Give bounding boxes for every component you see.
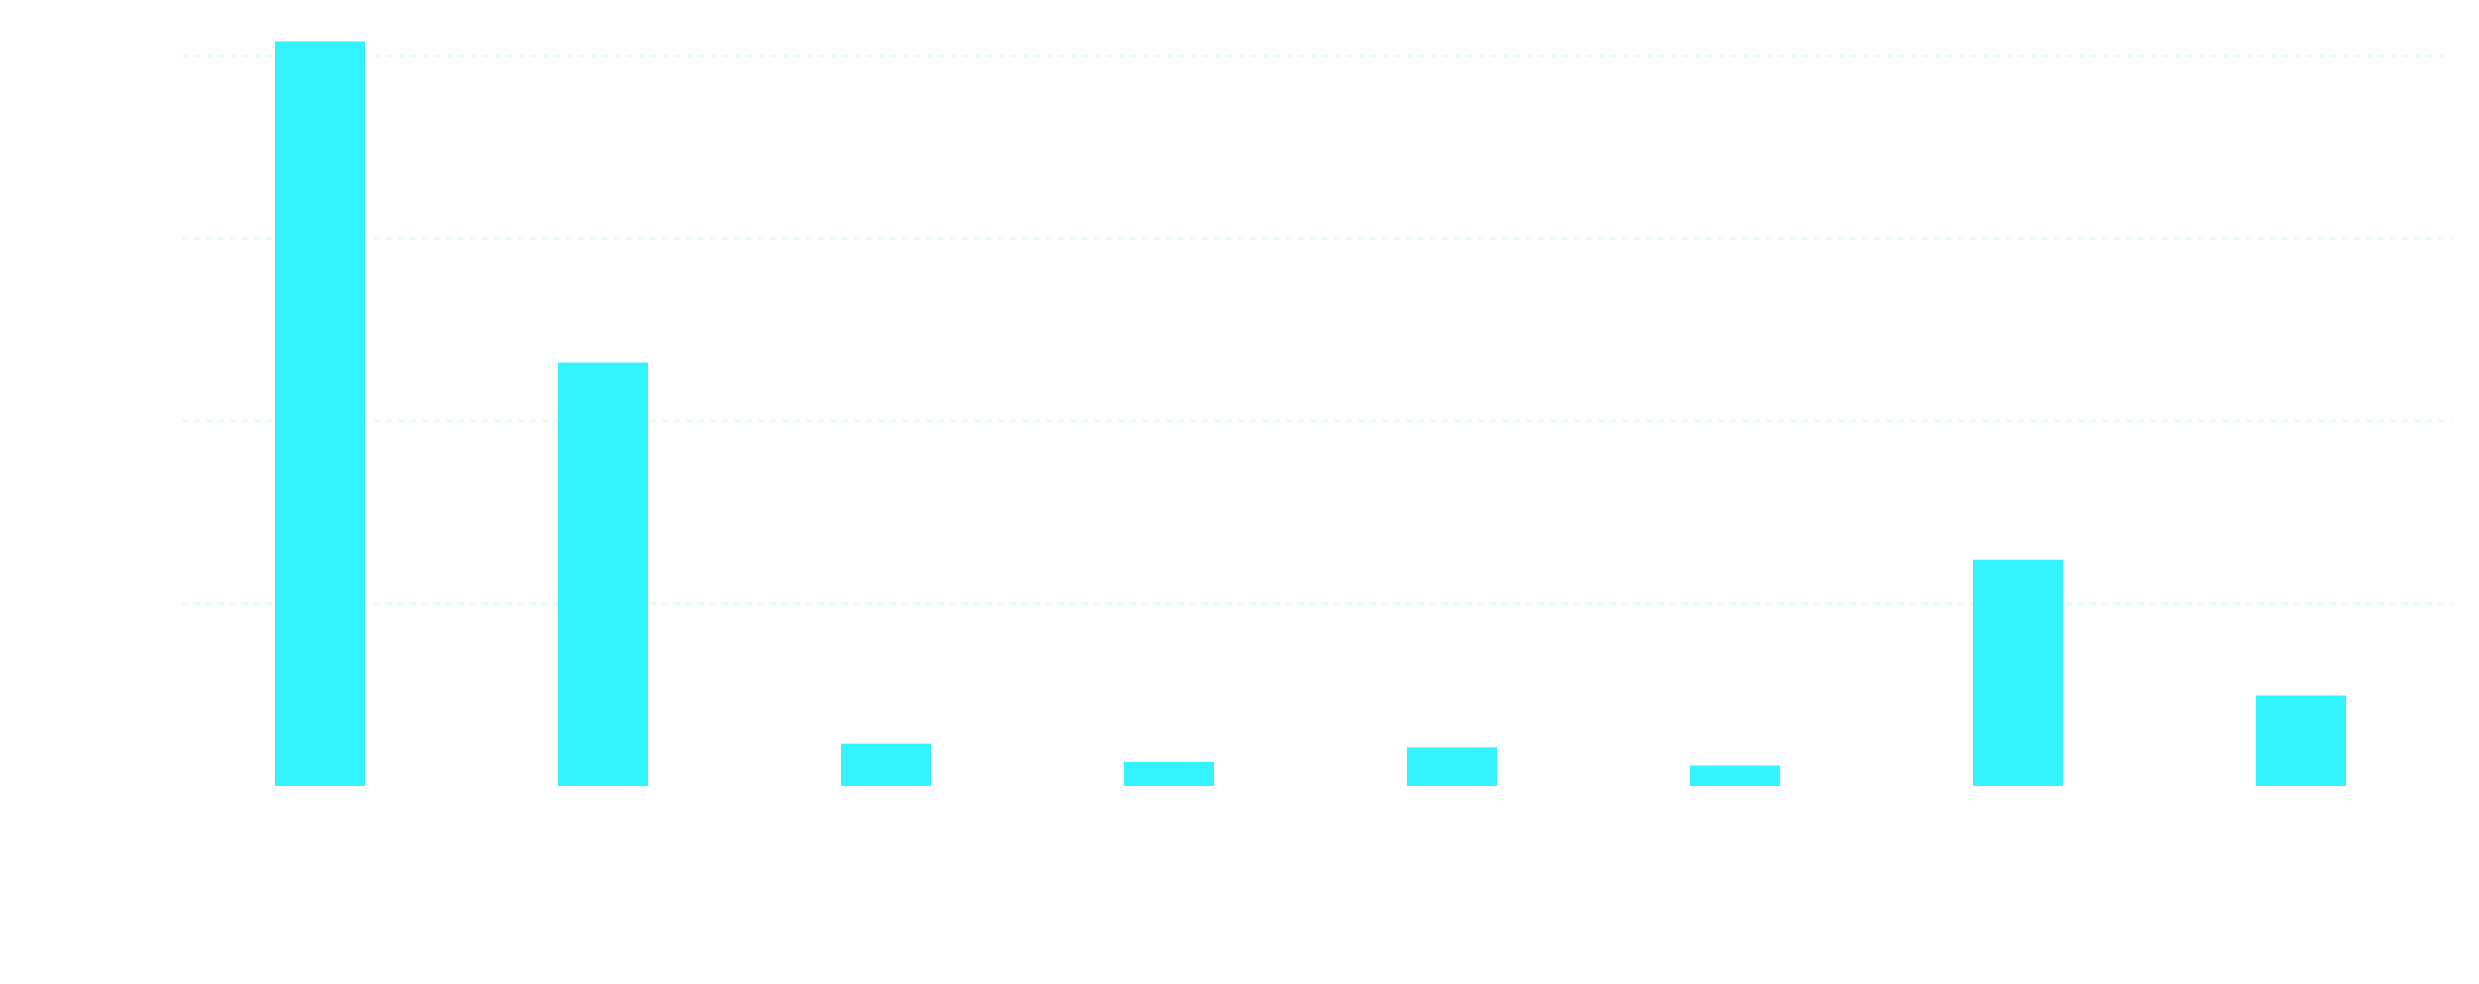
bar-5	[1407, 747, 1497, 786]
bar-2	[558, 362, 648, 786]
gridlines	[182, 54, 2452, 605]
bar-4	[1124, 761, 1214, 786]
bars	[275, 41, 2346, 786]
bar-8	[2256, 695, 2346, 786]
bar-7	[1973, 559, 2063, 786]
bar-1	[275, 41, 365, 786]
bar-6	[1690, 765, 1780, 786]
bar-3	[841, 743, 931, 786]
